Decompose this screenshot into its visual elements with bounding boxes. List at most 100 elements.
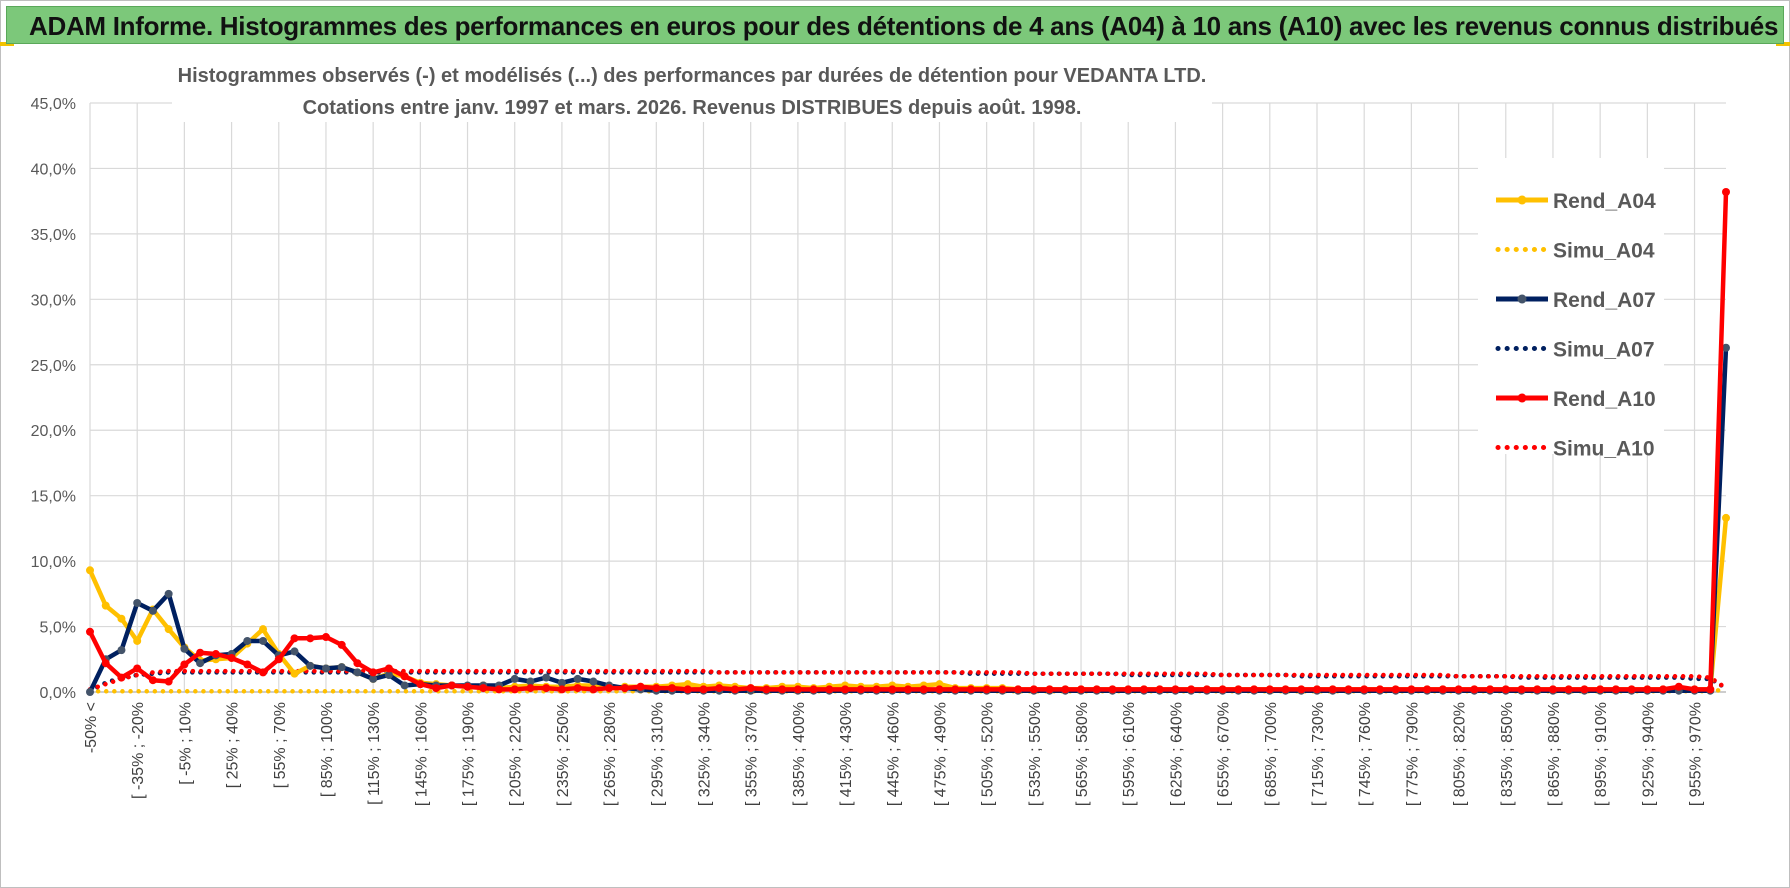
data-point <box>337 640 346 649</box>
data-point <box>605 684 614 693</box>
x-tick-label: [ 715% ; 730% <box>1310 702 1327 806</box>
data-point <box>369 674 378 683</box>
data-point <box>526 677 535 686</box>
data-point <box>447 681 456 690</box>
data-point <box>1611 685 1620 694</box>
data-point <box>133 598 142 607</box>
data-point <box>1627 685 1636 694</box>
legend-label: Simu_A10 <box>1553 438 1655 461</box>
data-point <box>148 676 157 685</box>
data-point <box>620 684 629 693</box>
data-point <box>1092 685 1101 694</box>
x-tick-label: [ 835% ; 850% <box>1499 702 1516 806</box>
data-point <box>1265 685 1274 694</box>
data-point <box>196 659 205 668</box>
data-point <box>841 685 850 694</box>
data-point <box>321 664 330 673</box>
data-point <box>1423 685 1432 694</box>
data-point <box>1375 685 1384 694</box>
data-point <box>856 685 865 694</box>
data-point <box>1281 685 1290 694</box>
data-point <box>180 644 189 653</box>
data-point <box>1674 682 1683 691</box>
data-point <box>1722 513 1730 522</box>
data-point <box>510 674 519 683</box>
data-point <box>1407 685 1416 694</box>
y-tick-label: 35,0% <box>31 227 76 244</box>
data-point <box>1077 685 1086 694</box>
legend: Rend_A04 Simu_A04 Rend_A07 Simu_A07 Rend_A10… <box>1478 158 1664 461</box>
data-point <box>259 625 268 634</box>
x-tick-label: [ 115% ; 130% <box>366 702 383 805</box>
legend-item: Simu_A04 <box>1495 240 1655 263</box>
data-point <box>400 672 409 681</box>
data-point <box>699 685 708 694</box>
data-point <box>353 659 362 668</box>
data-point <box>1533 685 1542 694</box>
x-tick-label: [ 25% ; 40% <box>225 702 242 788</box>
data-point <box>1470 685 1479 694</box>
data-point <box>730 685 739 694</box>
data-point <box>746 684 755 693</box>
data-point <box>1438 685 1447 694</box>
chart: Histogrammes observés (-) et modélisés (… <box>31 60 1730 806</box>
x-tick-label: [ 865% ; 880% <box>1546 702 1563 806</box>
data-point <box>888 685 897 694</box>
data-point <box>1108 685 1117 694</box>
x-tick-label: [ 475% ; 490% <box>932 702 949 806</box>
data-point <box>1029 685 1038 694</box>
x-tick-label: [ 355% ; 370% <box>744 702 761 806</box>
data-point <box>306 634 315 643</box>
data-point <box>211 650 220 659</box>
data-point <box>951 685 960 694</box>
data-point <box>148 606 157 615</box>
data-point <box>101 601 110 610</box>
data-point <box>479 684 488 693</box>
data-point <box>542 684 551 693</box>
data-point <box>793 685 802 694</box>
x-tick-label: [ 85% ; 100% <box>319 702 336 797</box>
data-point <box>557 678 566 687</box>
data-point <box>133 636 142 645</box>
legend-label: Simu_A07 <box>1553 339 1655 362</box>
data-point <box>1250 685 1259 694</box>
data-point <box>164 677 173 686</box>
x-tick-label: [ 565% ; 580% <box>1074 702 1091 806</box>
series-group <box>86 188 1730 696</box>
data-point <box>1313 685 1321 694</box>
data-point <box>1344 685 1353 694</box>
data-point <box>1234 685 1243 694</box>
data-point <box>1643 685 1652 694</box>
data-point <box>133 664 142 673</box>
x-tick-label: [ 55% ; 70% <box>272 702 289 788</box>
data-point <box>1171 685 1180 694</box>
data-point <box>1124 685 1133 694</box>
data-point <box>715 684 724 693</box>
y-tick-label: 10,0% <box>31 554 76 571</box>
data-point <box>919 685 928 694</box>
data-point <box>290 669 299 678</box>
legend-label: Rend_A07 <box>1553 289 1656 312</box>
series-simu-a10 <box>87 668 1729 692</box>
legend-box <box>1478 158 1664 454</box>
y-tick-label: 30,0% <box>31 292 76 309</box>
data-point <box>321 633 330 642</box>
chart-title-block: Histogrammes observés (-) et modélisés (… <box>172 60 1212 122</box>
data-point <box>274 655 283 664</box>
data-point <box>872 685 881 694</box>
x-tick-label: [ 265% ; 280% <box>602 702 619 806</box>
data-point <box>164 625 173 634</box>
data-point <box>495 685 503 694</box>
data-point <box>636 682 645 691</box>
legend-label: Rend_A10 <box>1553 388 1656 411</box>
data-point <box>1202 685 1211 694</box>
data-point <box>400 681 409 690</box>
data-point <box>432 684 441 693</box>
x-tick-label: [ 235% ; 250% <box>555 702 572 806</box>
legend-item: Rend_A07 <box>1496 289 1656 312</box>
data-point <box>384 664 393 673</box>
data-point <box>290 647 299 656</box>
data-point <box>180 660 189 669</box>
legend-marker <box>1517 294 1527 304</box>
page-title: ADAM Informe. Histogrammes des performan… <box>29 11 1779 41</box>
